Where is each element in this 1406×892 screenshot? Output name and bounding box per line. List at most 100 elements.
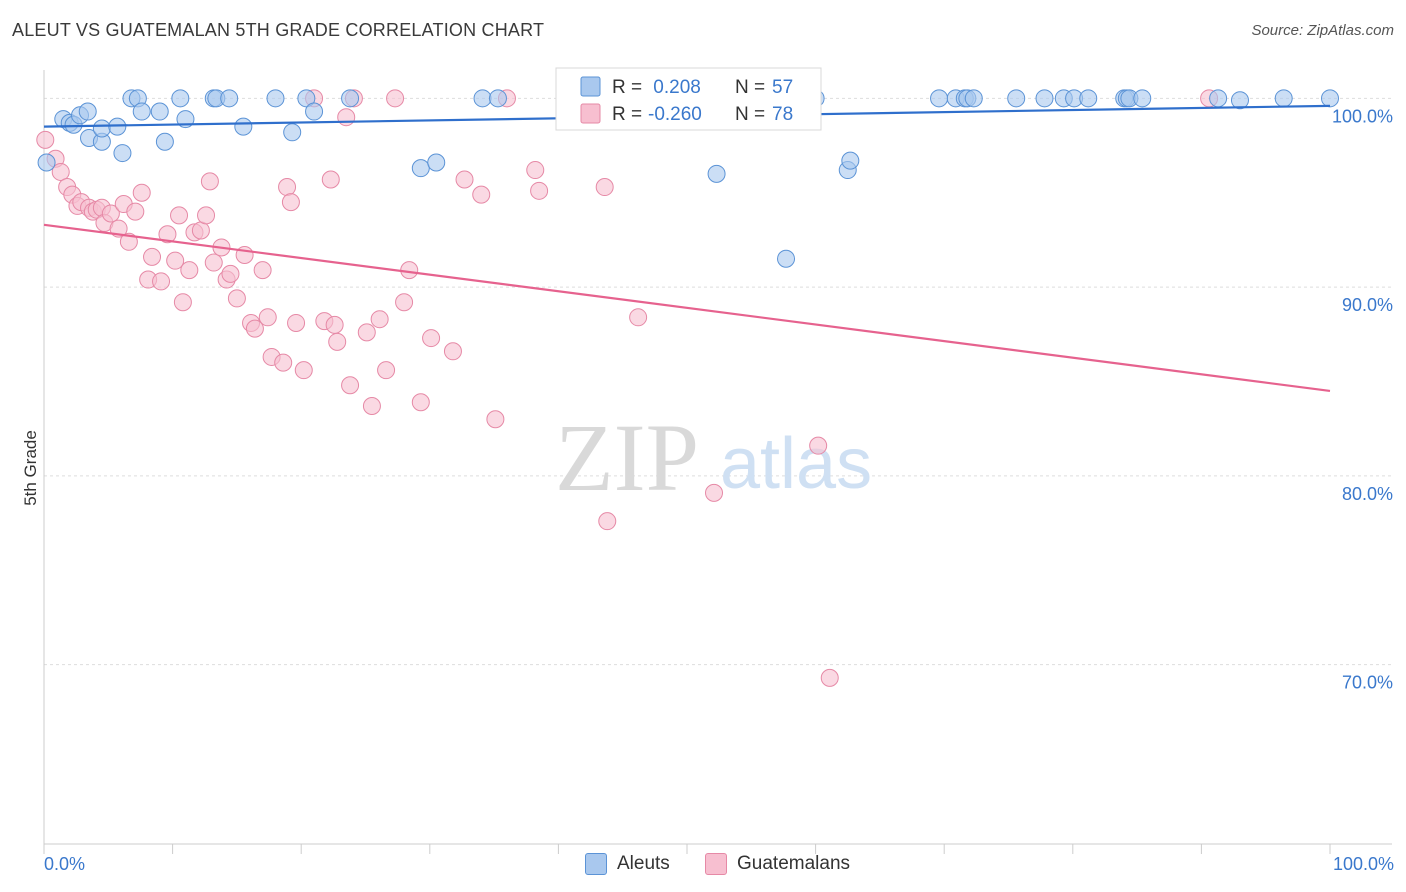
- point-guatemalan: [132, 183, 151, 202]
- point-aleut: [37, 153, 56, 172]
- point-guatemalan: [598, 512, 617, 531]
- point-guatemalan: [422, 329, 441, 348]
- point-guatemalan: [595, 178, 614, 197]
- watermark-zip: ZIP: [555, 404, 699, 511]
- point-aleut: [1321, 89, 1339, 108]
- y-tick-label: 100.0%: [1332, 106, 1393, 126]
- point-guatemalan: [337, 108, 356, 127]
- point-guatemalan: [119, 232, 138, 251]
- point-aleut: [132, 102, 151, 121]
- point-guatemalan: [629, 308, 648, 327]
- legend-r-value-aleuts: 0.208: [648, 77, 701, 98]
- point-guatemalan: [166, 251, 185, 270]
- point-aleut: [305, 102, 324, 121]
- point-guatemalan: [820, 668, 839, 687]
- point-aleut: [283, 123, 302, 142]
- watermark-atlas: atlas: [720, 424, 872, 504]
- stats-legend: R = 0.208 N = 57 R = -0.260 N = 78: [555, 67, 822, 131]
- point-aleut: [1035, 89, 1054, 108]
- point-guatemalan: [530, 181, 549, 200]
- point-guatemalan: [204, 253, 223, 272]
- point-guatemalan: [200, 172, 219, 191]
- y-tick-label: 80.0%: [1342, 484, 1393, 504]
- point-guatemalan: [328, 332, 347, 351]
- bottom-legend-swatch-aleuts: [585, 853, 607, 875]
- point-guatemalan: [278, 178, 297, 197]
- points-layer: [36, 89, 1339, 687]
- point-aleut: [964, 89, 983, 108]
- point-guatemalan: [357, 323, 376, 342]
- point-guatemalan: [281, 193, 300, 212]
- legend-swatch-aleuts: [580, 76, 601, 97]
- axis-layer: [43, 70, 1392, 854]
- point-guatemalan: [191, 221, 210, 240]
- point-aleut: [220, 89, 239, 108]
- x-tick-label-right: 100.0%: [1333, 854, 1394, 874]
- point-guatemalan: [370, 310, 389, 329]
- point-guatemalan: [221, 264, 240, 283]
- point-guatemalan: [101, 204, 120, 223]
- point-guatemalan: [274, 353, 293, 372]
- point-guatemalan: [486, 410, 505, 429]
- point-aleut: [1209, 89, 1228, 108]
- legend-n-label-aleuts: N =: [735, 77, 770, 98]
- point-aleut: [1007, 89, 1026, 108]
- point-aleut: [155, 132, 174, 151]
- point-guatemalan: [705, 483, 724, 502]
- point-guatemalan: [411, 393, 430, 412]
- point-guatemalan: [51, 162, 70, 181]
- legend-r-value-guatemalans: -0.260: [648, 104, 702, 125]
- bottom-legend-item-aleuts: Aleuts: [585, 852, 670, 876]
- point-aleut: [473, 89, 492, 108]
- point-guatemalan: [455, 170, 474, 189]
- watermark: ZIP atlas: [555, 404, 872, 511]
- point-aleut: [427, 153, 446, 172]
- point-aleut: [841, 151, 860, 170]
- point-guatemalan: [227, 289, 246, 308]
- legend-n-value-aleuts: 57: [772, 77, 793, 98]
- point-guatemalan: [180, 261, 199, 280]
- point-aleut: [1079, 89, 1098, 108]
- bottom-legend-item-guatemalans: Guatemalans: [705, 852, 850, 876]
- point-guatemalan: [386, 89, 405, 108]
- point-aleut: [78, 102, 97, 121]
- point-guatemalan: [143, 247, 162, 266]
- point-guatemalan: [158, 225, 177, 244]
- legend-n-value-guatemalans: 78: [772, 104, 793, 125]
- point-aleut: [171, 89, 190, 108]
- point-guatemalan: [325, 315, 344, 334]
- point-guatemalan: [258, 308, 277, 327]
- point-aleut: [92, 119, 111, 138]
- bottom-legend-label-guatemalans: Guatemalans: [737, 853, 851, 874]
- chart-title: ALEUT VS GUATEMALAN 5TH GRADE CORRELATIO…: [12, 20, 545, 40]
- point-aleut: [150, 102, 169, 121]
- point-guatemalan: [395, 293, 414, 312]
- point-aleut: [930, 89, 949, 108]
- point-guatemalan: [36, 130, 55, 149]
- bottom-legend: Aleuts Guatemalans: [0, 850, 1406, 878]
- point-aleut: [1274, 89, 1293, 108]
- point-aleut: [777, 249, 796, 268]
- point-aleut: [488, 89, 507, 108]
- point-guatemalan: [152, 272, 171, 291]
- point-aleut: [266, 89, 285, 108]
- point-guatemalan: [126, 202, 145, 221]
- point-guatemalan: [526, 161, 545, 180]
- trend-line-guatemalans: [43, 223, 1331, 393]
- point-guatemalan: [321, 170, 340, 189]
- point-aleut: [341, 89, 360, 108]
- grid-layer: [44, 97, 1392, 666]
- y-tick-labels: 100.0% 90.0% 80.0% 70.0%: [1332, 106, 1393, 692]
- source-label: Source: ZipAtlas.com: [1251, 22, 1394, 39]
- point-guatemalan: [294, 361, 313, 380]
- y-tick-label: 90.0%: [1342, 295, 1393, 315]
- y-tick-label: 70.0%: [1342, 673, 1393, 693]
- point-aleut: [411, 159, 430, 178]
- point-aleut: [113, 144, 132, 163]
- point-guatemalan: [362, 397, 381, 416]
- point-aleut: [234, 117, 253, 136]
- legend-n-label-guatemalans: N =: [735, 104, 770, 125]
- point-guatemalan: [245, 319, 264, 338]
- point-guatemalan: [341, 376, 360, 395]
